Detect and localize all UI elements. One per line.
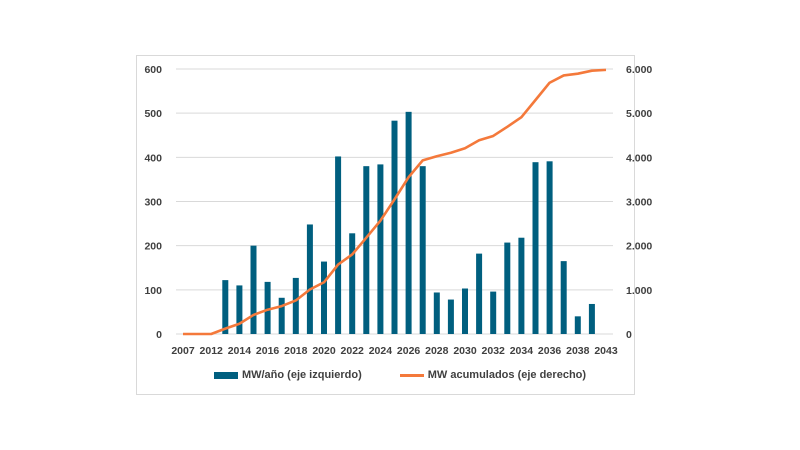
bar [335,156,342,334]
bar [447,299,454,334]
bar [292,277,299,334]
y-right-tick-label: 5.000 [626,108,652,120]
bar [306,224,313,334]
bar [236,285,243,334]
bar [222,280,229,334]
x-tick-label: 2028 [425,345,449,357]
y-left-tick-label: 0 [156,329,162,341]
y-right-tick-label: 3.000 [626,197,652,209]
y-left-tick-label: 600 [144,64,162,76]
bar [476,253,483,334]
x-tick-label: 2012 [200,345,224,357]
legend-label-bars: MW/año (eje izquierdo) [241,369,362,381]
x-tick-label: 2007 [171,345,195,357]
y-left-tick-label: 300 [144,197,162,209]
bar [490,291,497,334]
x-tick-label: 2014 [228,345,252,357]
x-tick-label: 2024 [369,345,393,357]
bar [278,297,285,334]
bar [518,237,525,334]
bar [546,161,553,334]
legend-swatch-line [399,373,424,377]
y-left-tick-label: 500 [144,108,162,120]
bar [321,261,327,334]
y-left-tick-label: 200 [144,241,162,253]
bar [532,162,539,334]
y-left-tick-label: 100 [144,285,162,297]
x-tick-label: 2038 [566,345,590,357]
x-tick-label: 2016 [256,345,280,357]
bar [588,303,595,334]
legend-item-line: MW acumulados (eje derecho) [399,369,587,381]
x-tick-label: 2020 [312,345,336,357]
x-tick-label: 2018 [284,345,308,357]
cumulative-line [183,68,607,336]
y-right-tick-label: 0 [626,329,632,341]
legend-label-line: MW acumulados (eje derecho) [427,369,587,381]
bar [349,233,356,334]
x-tick-label: 2034 [510,345,534,357]
bar [462,288,468,334]
legend-swatch-bar [213,371,238,379]
y-left-tick-label: 400 [144,152,162,164]
x-tick-label: 2022 [341,345,365,357]
bar [264,281,271,334]
bar [433,292,440,334]
legend: MW/año (eje izquierdo) MW acumulados (ej… [0,369,800,381]
bar [504,242,511,334]
x-tick-label: 2043 [594,345,618,357]
bar [363,166,370,334]
x-tick-label: 2026 [397,345,421,357]
y-right-tick-label: 6.000 [626,64,652,76]
x-tick-label: 2032 [482,345,506,357]
bar [377,164,384,334]
legend-item-bars: MW/año (eje izquierdo) [213,369,362,381]
bar [560,261,567,334]
bar [419,166,426,334]
bar [574,316,581,334]
y-right-tick-label: 4.000 [626,152,652,164]
x-tick-label: 2036 [538,345,562,357]
y-right-tick-label: 2.000 [626,241,652,253]
chart-frame [136,55,635,395]
bar [250,245,257,334]
bar [391,120,398,334]
x-tick-label: 2030 [453,345,477,357]
bar [405,111,412,334]
y-right-tick-label: 1.000 [626,285,652,297]
